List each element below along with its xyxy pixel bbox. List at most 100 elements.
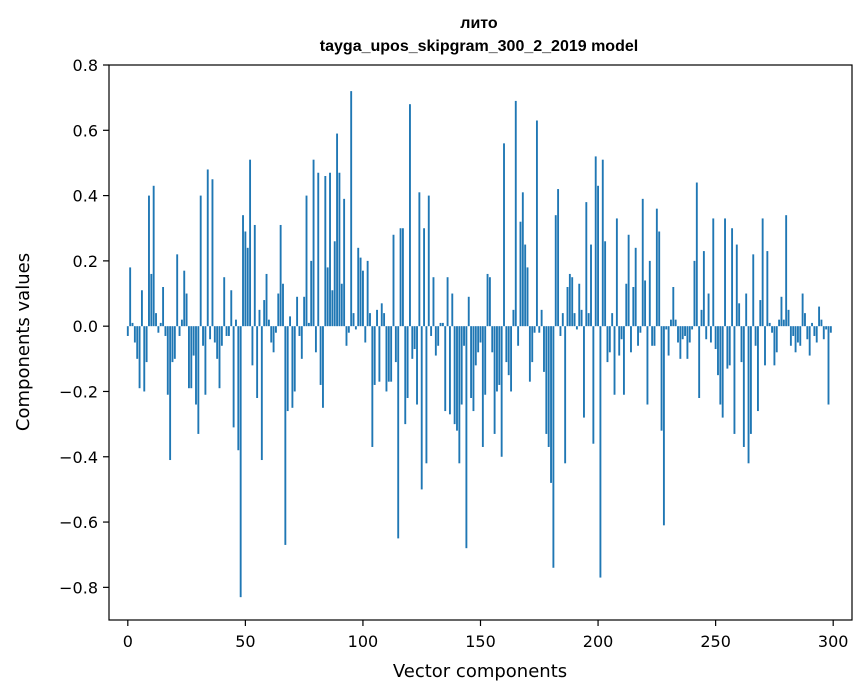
bar-116 [399,228,402,327]
y-tick-label-3: 0.2 [73,252,98,271]
bar-214 [630,326,632,353]
bar-129 [430,326,433,336]
bar-263 [745,293,748,327]
bar-154 [488,277,491,327]
bar-28 [192,326,195,356]
bar-105 [373,326,376,385]
bar-0 [126,326,129,336]
bar-4 [136,326,139,359]
bar-64 [277,293,280,327]
bar-100 [362,270,364,327]
bar-213 [627,234,630,327]
bar-38 [216,326,219,359]
bar-242 [695,182,698,327]
bar-134 [441,322,444,327]
bar-65 [279,224,282,327]
bar-225 [655,208,658,327]
bar-16 [164,326,167,336]
bar-197 [590,244,592,327]
bar-257 [731,228,734,327]
bar-6 [140,290,143,327]
bar-119 [406,326,409,398]
bar-238 [686,326,689,359]
bar-245 [702,251,705,327]
bar-75 [303,296,306,327]
bar-185 [561,313,564,327]
x-tick-label-0: 0 [123,632,133,651]
bar-191 [575,326,578,330]
bar-19 [171,326,174,363]
bar-167 [519,221,522,327]
bar-231 [670,319,672,327]
bar-26 [188,326,190,389]
bar-207 [613,326,616,395]
bar-63 [275,326,277,333]
bar-73 [298,326,301,336]
bar-211 [622,326,625,395]
bar-59 [265,273,268,327]
bar-259 [735,244,738,327]
bar-161 [505,326,508,363]
bar-118 [404,326,407,425]
bar-9 [148,195,150,327]
bar-98 [357,247,360,327]
bar-227 [660,326,663,431]
bar-145 [467,296,470,327]
bar-280 [785,215,788,327]
bar-169 [524,244,527,327]
bar-299 [829,326,832,333]
bar-58 [263,300,266,327]
bar-177 [543,326,545,372]
bar-273 [768,322,771,327]
x-tick-label-300: 300 [818,632,849,651]
x-tick-label-100: 100 [348,632,379,651]
bar-278 [780,296,783,327]
y-tick-label-4: 0.0 [73,317,98,336]
bar-114 [394,326,397,363]
bar-21 [176,254,179,327]
bar-148 [474,326,477,366]
bar-45 [232,326,235,428]
bar-171 [528,326,531,382]
bar-22 [178,326,181,336]
bar-101 [364,326,367,343]
bar-80 [314,326,317,353]
bar-215 [632,287,635,327]
bar-113 [392,234,395,327]
bar-198 [592,326,595,444]
bar-243 [698,326,701,398]
bar-226 [658,231,661,327]
bar-15 [162,287,165,327]
x-axis-label: Vector components [393,661,567,682]
bar-74 [300,326,303,359]
bar-153 [486,273,489,327]
bar-252 [719,326,722,405]
bar-172 [531,326,534,363]
bar-104 [371,326,374,447]
bar-158 [498,326,501,385]
bar-60 [267,319,270,327]
bar-296 [822,326,825,340]
bar-82 [319,326,322,385]
bar-286 [799,326,802,346]
bar-55 [256,326,259,398]
bar-32 [202,326,204,346]
bar-117 [401,228,404,327]
bar-147 [472,326,475,412]
bar-109 [383,313,386,327]
bar-258 [733,326,736,434]
y-tick-label-8: −0.8 [59,578,98,597]
bar-287 [801,293,804,327]
bar-128 [427,195,430,327]
bar-157 [496,326,498,392]
bar-240 [691,326,694,330]
bar-205 [608,326,611,353]
bar-156 [493,326,496,434]
bar-253 [721,326,724,418]
bar-5 [138,326,141,389]
bar-279 [782,319,785,327]
bar-294 [818,306,821,327]
bar-95 [350,91,353,327]
bar-224 [653,326,656,346]
bar-267 [754,326,757,346]
